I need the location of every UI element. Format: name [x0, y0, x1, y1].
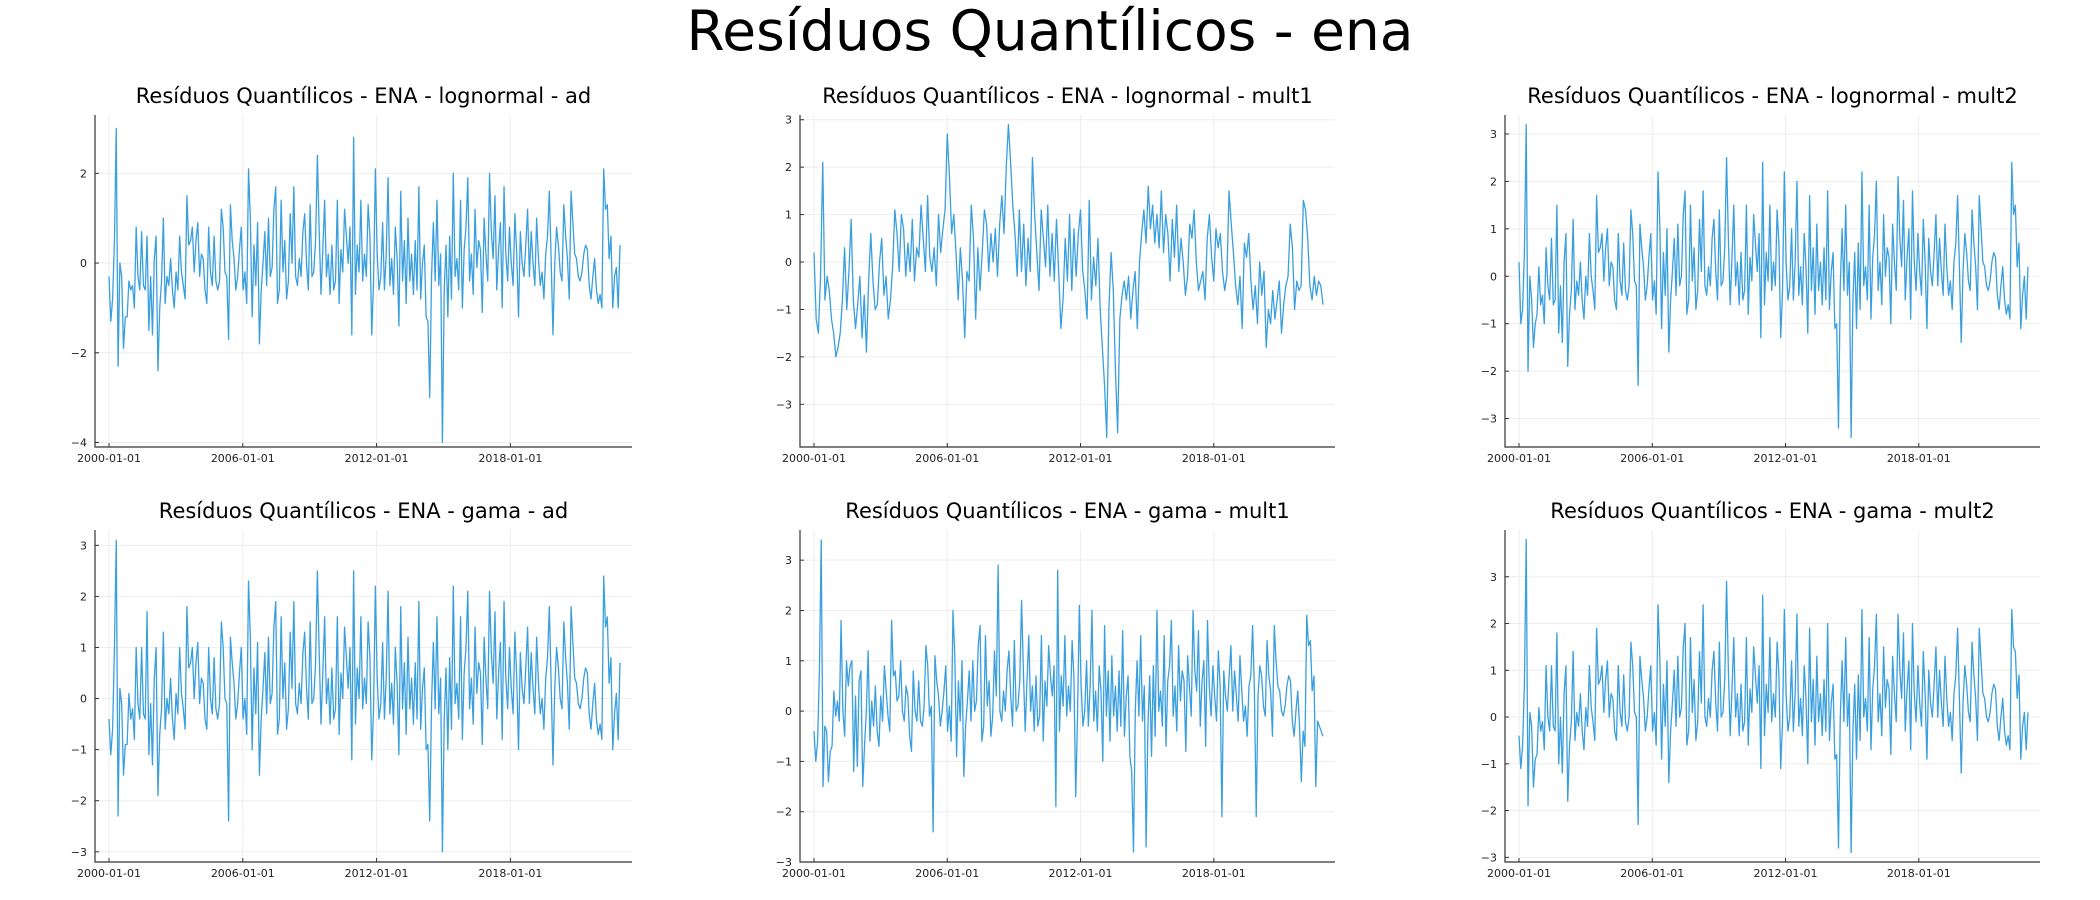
subplot: Resíduos Quantílicos - ENA - gama - ad −3… [71, 499, 632, 880]
x-tick-label: 2000-01-01 [77, 452, 141, 465]
y-tick-label: 1 [80, 641, 87, 654]
subplot: Resíduos Quantílicos - ENA - lognormal -… [1481, 84, 2040, 465]
y-tick-label: 1 [785, 209, 792, 222]
y-tick-label: 2 [80, 590, 87, 603]
x-tick-label: 2000-01-01 [1487, 867, 1551, 880]
y-tick-label: 0 [785, 705, 792, 718]
x-tick-label: 2006-01-01 [1620, 867, 1684, 880]
subplot-title: Resíduos Quantílicos - ENA - gama - mult… [1550, 499, 1994, 523]
y-tick-label: −1 [71, 744, 87, 757]
x-tick-label: 2006-01-01 [915, 867, 979, 880]
y-tick-label: 0 [80, 257, 87, 270]
x-tick-label: 2006-01-01 [211, 867, 275, 880]
y-tick-label: −1 [1481, 758, 1497, 771]
subplot: Resíduos Quantílicos - ENA - gama - mult… [1481, 499, 2040, 880]
series-line [1518, 538, 2029, 854]
y-tick-label: 3 [785, 554, 792, 567]
y-tick-label: −3 [1481, 851, 1497, 864]
subplot-title: Resíduos Quantílicos - ENA - gama - mult… [845, 499, 1289, 523]
y-tick-label: 3 [1490, 571, 1497, 584]
y-tick-label: 2 [1490, 175, 1497, 188]
x-tick-label: 2012-01-01 [345, 452, 409, 465]
panels: Resíduos Quantílicos - ENA - lognormal -… [71, 84, 2040, 880]
y-tick-label: −3 [776, 398, 792, 411]
x-tick-label: 2006-01-01 [1620, 452, 1684, 465]
series-line [813, 123, 1324, 439]
x-tick-label: 2000-01-01 [782, 452, 846, 465]
x-tick-label: 2000-01-01 [77, 867, 141, 880]
x-tick-label: 2012-01-01 [345, 867, 409, 880]
x-tick-label: 2018-01-01 [1887, 452, 1951, 465]
series-line [108, 539, 621, 853]
y-tick-label: −3 [71, 846, 87, 859]
axes [1504, 530, 2040, 863]
subplot: Resíduos Quantílicos - ENA - gama - mult… [776, 499, 1335, 880]
y-tick-label: −2 [1481, 805, 1497, 818]
y-tick-label: 1 [785, 655, 792, 668]
y-tick-label: −4 [71, 437, 87, 450]
subplot-title: Resíduos Quantílicos - ENA - gama - ad [159, 499, 568, 523]
figure-title: Resíduos Quantílicos - ena [687, 0, 1414, 63]
x-tick-label: 2000-01-01 [1487, 452, 1551, 465]
y-tick-label: 0 [1490, 270, 1497, 283]
y-tick-label: −1 [1481, 318, 1497, 331]
y-tick-label: 3 [1490, 128, 1497, 141]
subplot: Resíduos Quantílicos - ENA - lognormal -… [776, 84, 1335, 465]
y-tick-label: 1 [1490, 223, 1497, 236]
y-tick-label: −3 [1481, 413, 1497, 426]
y-tick-label: −1 [776, 303, 792, 316]
y-tick-label: −2 [71, 795, 87, 808]
y-tick-label: −2 [776, 351, 792, 364]
x-tick-label: 2012-01-01 [1754, 452, 1818, 465]
subplot-title: Resíduos Quantílicos - ENA - lognormal -… [136, 84, 591, 108]
y-tick-label: 0 [80, 693, 87, 706]
x-tick-label: 2018-01-01 [478, 452, 542, 465]
x-tick-label: 2018-01-01 [1182, 452, 1246, 465]
x-tick-label: 2012-01-01 [1754, 867, 1818, 880]
x-tick-label: 2018-01-01 [478, 867, 542, 880]
y-tick-label: −2 [71, 347, 87, 360]
y-tick-label: 0 [785, 256, 792, 269]
y-tick-label: 1 [1490, 664, 1497, 677]
y-tick-label: −2 [1481, 365, 1497, 378]
subplot: Resíduos Quantílicos - ENA - lognormal -… [71, 84, 632, 465]
y-tick-label: 0 [1490, 711, 1497, 724]
y-tick-label: 3 [80, 539, 87, 552]
y-tick-label: 2 [1490, 618, 1497, 631]
series-line [108, 127, 621, 444]
series-line [1518, 123, 2029, 439]
axes [799, 115, 1335, 448]
x-tick-label: 2000-01-01 [782, 867, 846, 880]
x-tick-label: 2012-01-01 [1049, 452, 1113, 465]
y-tick-label: −2 [776, 806, 792, 819]
y-tick-label: 2 [80, 167, 87, 180]
series-line [813, 539, 1324, 853]
axes [94, 115, 632, 448]
x-tick-label: 2018-01-01 [1182, 867, 1246, 880]
x-tick-label: 2012-01-01 [1049, 867, 1113, 880]
subplot-title: Resíduos Quantílicos - ENA - lognormal -… [1527, 84, 2017, 108]
x-tick-label: 2018-01-01 [1887, 867, 1951, 880]
y-tick-label: −3 [776, 856, 792, 869]
y-tick-label: 2 [785, 161, 792, 174]
axes [1504, 115, 2040, 448]
axes [94, 530, 632, 863]
subplot-title: Resíduos Quantílicos - ENA - lognormal -… [822, 84, 1312, 108]
x-tick-label: 2006-01-01 [211, 452, 275, 465]
y-tick-label: 2 [785, 604, 792, 617]
x-tick-label: 2006-01-01 [915, 452, 979, 465]
y-tick-label: 3 [785, 114, 792, 127]
y-tick-label: −1 [776, 755, 792, 768]
